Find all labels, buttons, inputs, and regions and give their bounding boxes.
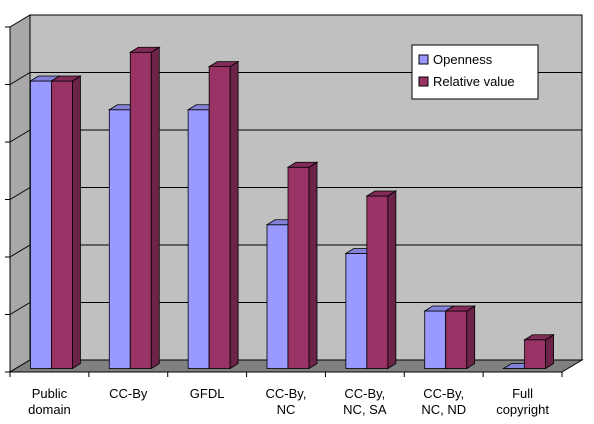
bar-relative-value: [207, 60, 240, 370]
gridline-side: [9, 129, 31, 143]
x-tick-label: Full copyright: [496, 386, 549, 417]
bar-side: [229, 60, 239, 370]
legend-label: Relative value: [433, 74, 515, 89]
bar-front: [287, 166, 310, 369]
legend-label: Openness: [433, 52, 493, 67]
bar-front: [108, 109, 131, 369]
bar-side: [545, 334, 554, 370]
bar-top: [128, 46, 161, 53]
bar-front: [30, 80, 52, 369]
bar-front: [208, 66, 231, 369]
bar-relative-value: [365, 190, 398, 370]
bar-top: [286, 161, 319, 168]
x-tick-label: CC-By, NC, ND: [421, 386, 466, 417]
bar-front: [445, 310, 468, 369]
x-tick-label: CC-By, NC, SA: [343, 386, 387, 417]
bar-relative-value: [444, 305, 477, 370]
bar-top: [207, 61, 240, 68]
x-tick-label: CC-By: [109, 386, 148, 401]
bar-side: [466, 305, 476, 370]
axes: [5, 26, 563, 377]
bar-top: [444, 305, 477, 312]
bar-side: [72, 75, 81, 370]
legend-box: [411, 44, 539, 100]
bar-front: [345, 253, 368, 369]
bar-top: [365, 190, 398, 197]
bars: [29, 46, 555, 370]
bar-top: [523, 334, 555, 341]
bar-top: [50, 75, 82, 82]
x-tick-label: Public domain: [28, 386, 71, 417]
bar-front: [187, 109, 210, 369]
bar-side: [150, 46, 160, 370]
bar-relative-value: [128, 46, 161, 370]
bar-front: [51, 80, 73, 369]
gridline-side: [9, 302, 31, 315]
bar-side: [387, 190, 397, 370]
legend-swatch: [418, 76, 429, 87]
bar-front: [266, 224, 289, 369]
bar-front: [129, 51, 152, 369]
x-tick-label: CC-By, NC: [266, 386, 307, 417]
x-tick-label: GFDL: [190, 386, 225, 401]
bar-front: [424, 310, 447, 369]
legend-swatch: [418, 54, 429, 65]
bar-front: [524, 339, 546, 369]
gridline-side: [9, 187, 31, 200]
gridline-side: [9, 244, 31, 258]
x-axis-labels: Public domain CC-By GFDL CC-By, NC CC-By, NC, S…: [28, 386, 549, 417]
legend: Openness Relative value: [411, 44, 539, 100]
gridline-side: [9, 72, 31, 85]
bar-relative-value: [286, 161, 319, 370]
bar-side: [308, 161, 318, 370]
bar-relative-value: [523, 334, 555, 370]
bar-relative-value: [50, 75, 82, 370]
bar-front: [366, 195, 389, 369]
